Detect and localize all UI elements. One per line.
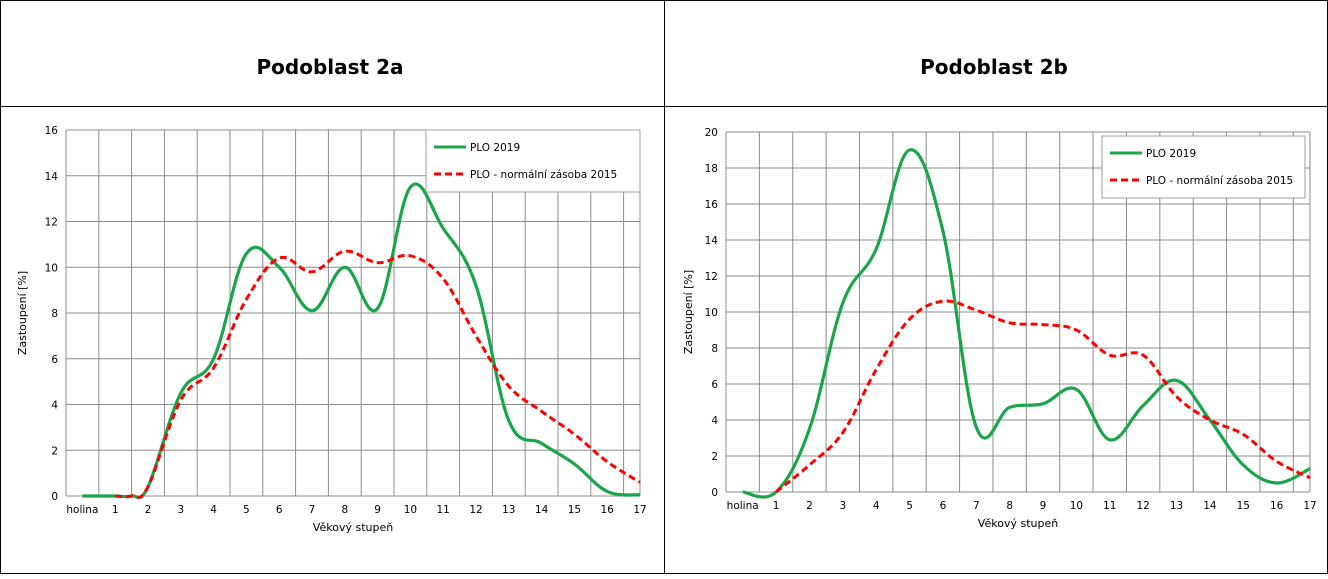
x-tick-label: 12 (1136, 500, 1149, 512)
x-tick-label: 9 (1040, 500, 1047, 512)
x-tick-label: 6 (940, 500, 947, 512)
x-tick-label: 13 (1170, 500, 1183, 512)
x-tick-label: 1 (773, 500, 780, 512)
y-tick-label: 0 (711, 487, 718, 499)
y-tick-label: 2 (711, 451, 718, 463)
y-tick-label: 8 (711, 343, 718, 355)
y-tick-label: 6 (711, 379, 718, 391)
x-axis-label: Věkový stupeň (978, 517, 1058, 530)
x-tick-label: 17 (1303, 500, 1316, 512)
x-tick-label: 3 (839, 500, 846, 512)
x-tick-label: holina (727, 500, 759, 512)
series-line-normalni-zasoba-2015 (776, 301, 1310, 492)
legend-box (1102, 136, 1305, 198)
y-tick-label: 20 (705, 127, 718, 139)
x-tick-label: 4 (873, 500, 880, 512)
x-tick-label: 11 (1103, 500, 1116, 512)
x-tick-label: 15 (1237, 500, 1250, 512)
y-tick-label: 16 (705, 199, 719, 211)
x-tick-label: 2 (806, 500, 813, 512)
x-tick-label: 10 (1070, 500, 1083, 512)
x-tick-label: 16 (1270, 500, 1284, 512)
y-axis-label: Zastoupení [%] (682, 270, 695, 354)
x-tick-label: 5 (906, 500, 913, 512)
y-tick-label: 10 (705, 307, 718, 319)
x-tick-label: 8 (1006, 500, 1013, 512)
x-tick-label: 14 (1203, 500, 1217, 512)
x-tick-label: 7 (973, 500, 980, 512)
y-tick-label: 14 (705, 235, 719, 247)
y-tick-label: 18 (705, 163, 718, 175)
y-tick-label: 12 (705, 271, 718, 283)
y-tick-label: 4 (711, 415, 718, 427)
legend-label: PLO - normální zásoba 2015 (1146, 175, 1293, 187)
legend-label: PLO 2019 (1146, 148, 1196, 160)
